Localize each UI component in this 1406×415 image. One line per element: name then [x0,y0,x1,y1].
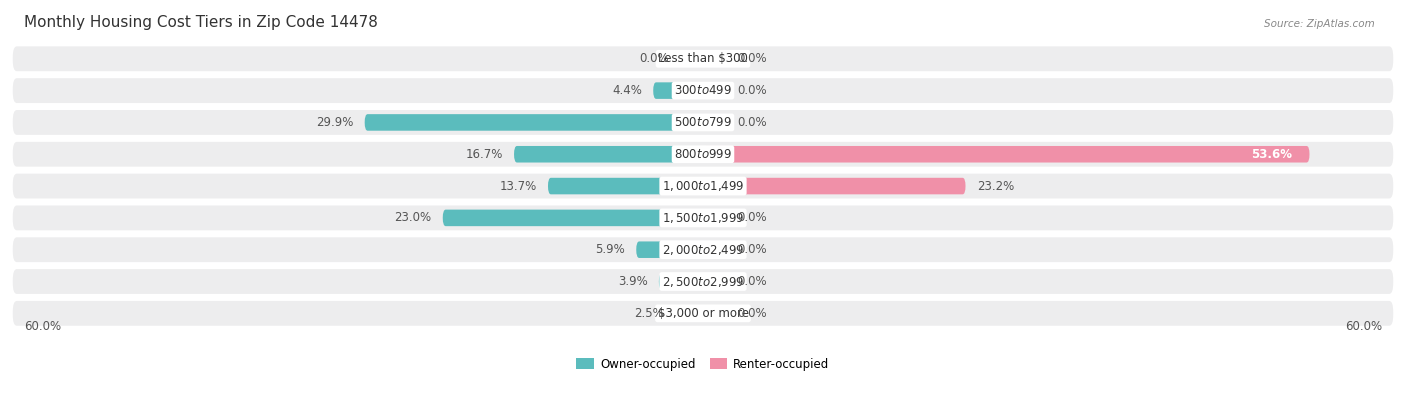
Text: $2,000 to $2,499: $2,000 to $2,499 [662,243,744,257]
Text: $1,500 to $1,999: $1,500 to $1,999 [662,211,744,225]
Text: 3.9%: 3.9% [617,275,648,288]
Text: 60.0%: 60.0% [1344,320,1382,333]
Text: $800 to $999: $800 to $999 [673,148,733,161]
FancyBboxPatch shape [13,301,1393,326]
FancyBboxPatch shape [703,146,1309,163]
FancyBboxPatch shape [364,114,703,131]
FancyBboxPatch shape [703,178,966,194]
Legend: Owner-occupied, Renter-occupied: Owner-occupied, Renter-occupied [572,353,834,376]
Text: 0.0%: 0.0% [737,211,766,225]
Text: Less than $300: Less than $300 [658,52,748,65]
Text: 29.9%: 29.9% [316,116,353,129]
Text: 23.0%: 23.0% [394,211,432,225]
FancyBboxPatch shape [548,178,703,194]
FancyBboxPatch shape [13,269,1393,294]
FancyBboxPatch shape [13,142,1393,167]
Text: 23.2%: 23.2% [977,180,1014,193]
Text: 0.0%: 0.0% [640,52,669,65]
Text: 0.0%: 0.0% [737,84,766,97]
Text: 13.7%: 13.7% [499,180,537,193]
Text: 0.0%: 0.0% [737,52,766,65]
Text: 53.6%: 53.6% [1251,148,1292,161]
FancyBboxPatch shape [637,242,703,258]
FancyBboxPatch shape [675,305,703,322]
Text: $2,500 to $2,999: $2,500 to $2,999 [662,275,744,288]
Text: 5.9%: 5.9% [595,243,624,256]
FancyBboxPatch shape [659,273,703,290]
FancyBboxPatch shape [13,78,1393,103]
FancyBboxPatch shape [654,82,703,99]
Text: Source: ZipAtlas.com: Source: ZipAtlas.com [1264,19,1375,29]
FancyBboxPatch shape [443,210,703,226]
FancyBboxPatch shape [13,205,1393,230]
Text: 16.7%: 16.7% [465,148,503,161]
Text: $500 to $799: $500 to $799 [673,116,733,129]
FancyBboxPatch shape [515,146,703,163]
FancyBboxPatch shape [13,110,1393,135]
Text: 0.0%: 0.0% [737,307,766,320]
Text: 4.4%: 4.4% [612,84,643,97]
FancyBboxPatch shape [13,173,1393,198]
Text: 0.0%: 0.0% [737,275,766,288]
Text: 0.0%: 0.0% [737,243,766,256]
Text: Monthly Housing Cost Tiers in Zip Code 14478: Monthly Housing Cost Tiers in Zip Code 1… [24,15,378,30]
Text: $1,000 to $1,499: $1,000 to $1,499 [662,179,744,193]
Text: $3,000 or more: $3,000 or more [658,307,748,320]
Text: 2.5%: 2.5% [634,307,664,320]
FancyBboxPatch shape [13,46,1393,71]
Text: 60.0%: 60.0% [24,320,62,333]
Text: $300 to $499: $300 to $499 [673,84,733,97]
Text: 0.0%: 0.0% [737,116,766,129]
FancyBboxPatch shape [13,237,1393,262]
